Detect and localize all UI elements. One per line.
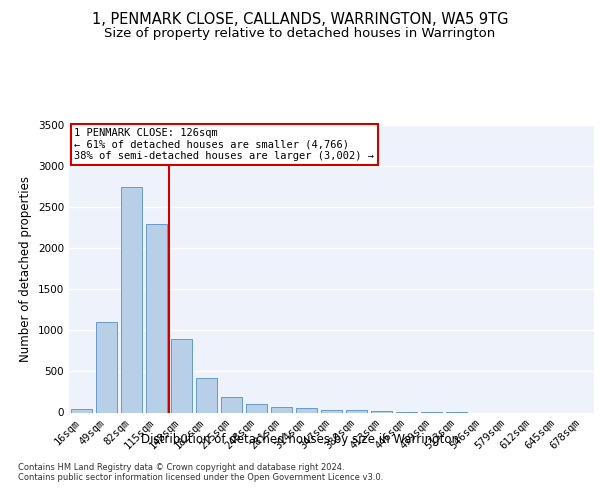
Bar	[71, 409, 92, 412]
Text: 1, PENMARK CLOSE, CALLANDS, WARRINGTON, WA5 9TG: 1, PENMARK CLOSE, CALLANDS, WARRINGTON, …	[92, 12, 508, 28]
Bar	[321, 410, 342, 412]
Bar	[171, 340, 192, 412]
Bar	[271, 407, 292, 412]
Y-axis label: Number of detached properties: Number of detached properties	[19, 176, 32, 362]
Text: Contains HM Land Registry data © Crown copyright and database right 2024.
Contai: Contains HM Land Registry data © Crown c…	[18, 462, 383, 482]
Text: 1 PENMARK CLOSE: 126sqm
← 61% of detached houses are smaller (4,766)
38% of semi: 1 PENMARK CLOSE: 126sqm ← 61% of detache…	[74, 128, 374, 161]
Bar	[221, 398, 242, 412]
Bar	[246, 404, 267, 412]
Bar	[346, 410, 367, 412]
Text: Size of property relative to detached houses in Warrington: Size of property relative to detached ho…	[104, 28, 496, 40]
Text: Distribution of detached houses by size in Warrington: Distribution of detached houses by size …	[141, 432, 459, 446]
Bar	[96, 322, 117, 412]
Bar	[196, 378, 217, 412]
Bar	[296, 408, 317, 412]
Bar	[146, 224, 167, 412]
Bar	[121, 188, 142, 412]
